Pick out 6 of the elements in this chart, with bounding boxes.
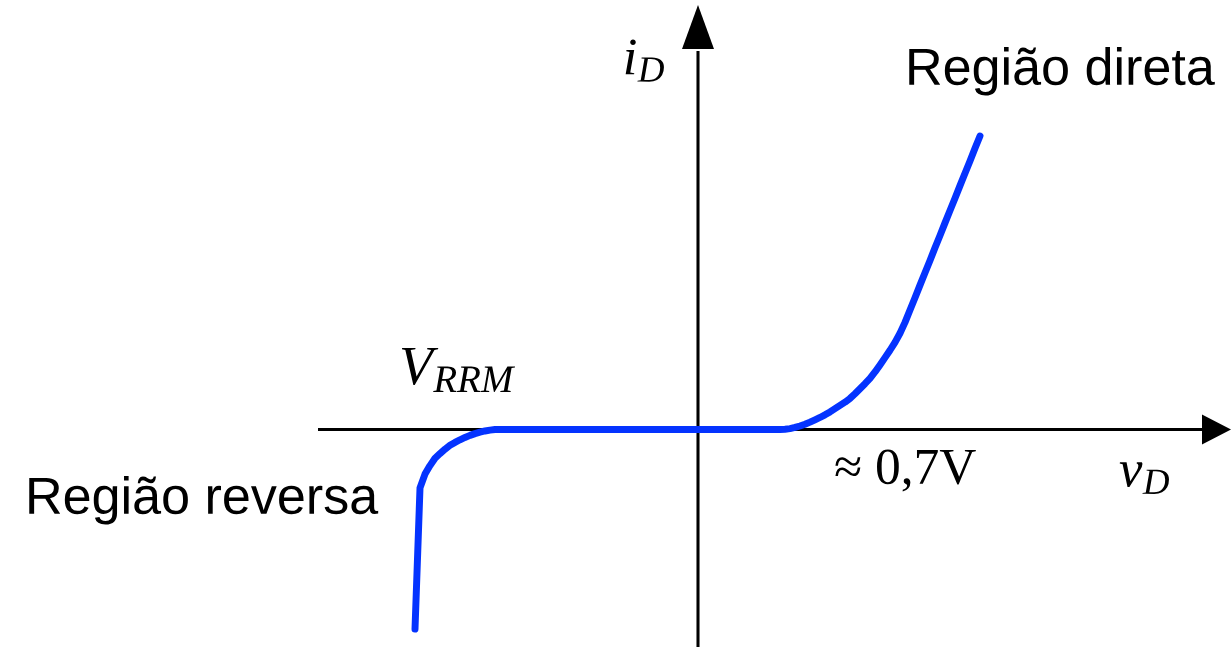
annotation: V$_{RRM}$ (401, 347, 516, 392)
y-axis-title: i$_{D}$ (625, 39, 664, 82)
text: Região reversa (29, 476, 379, 525)
text: Região direta (909, 47, 1215, 96)
annotation: ≈ 0,7V (835, 449, 976, 492)
x-axis-title: v$_{D}$ (1119, 462, 1169, 494)
